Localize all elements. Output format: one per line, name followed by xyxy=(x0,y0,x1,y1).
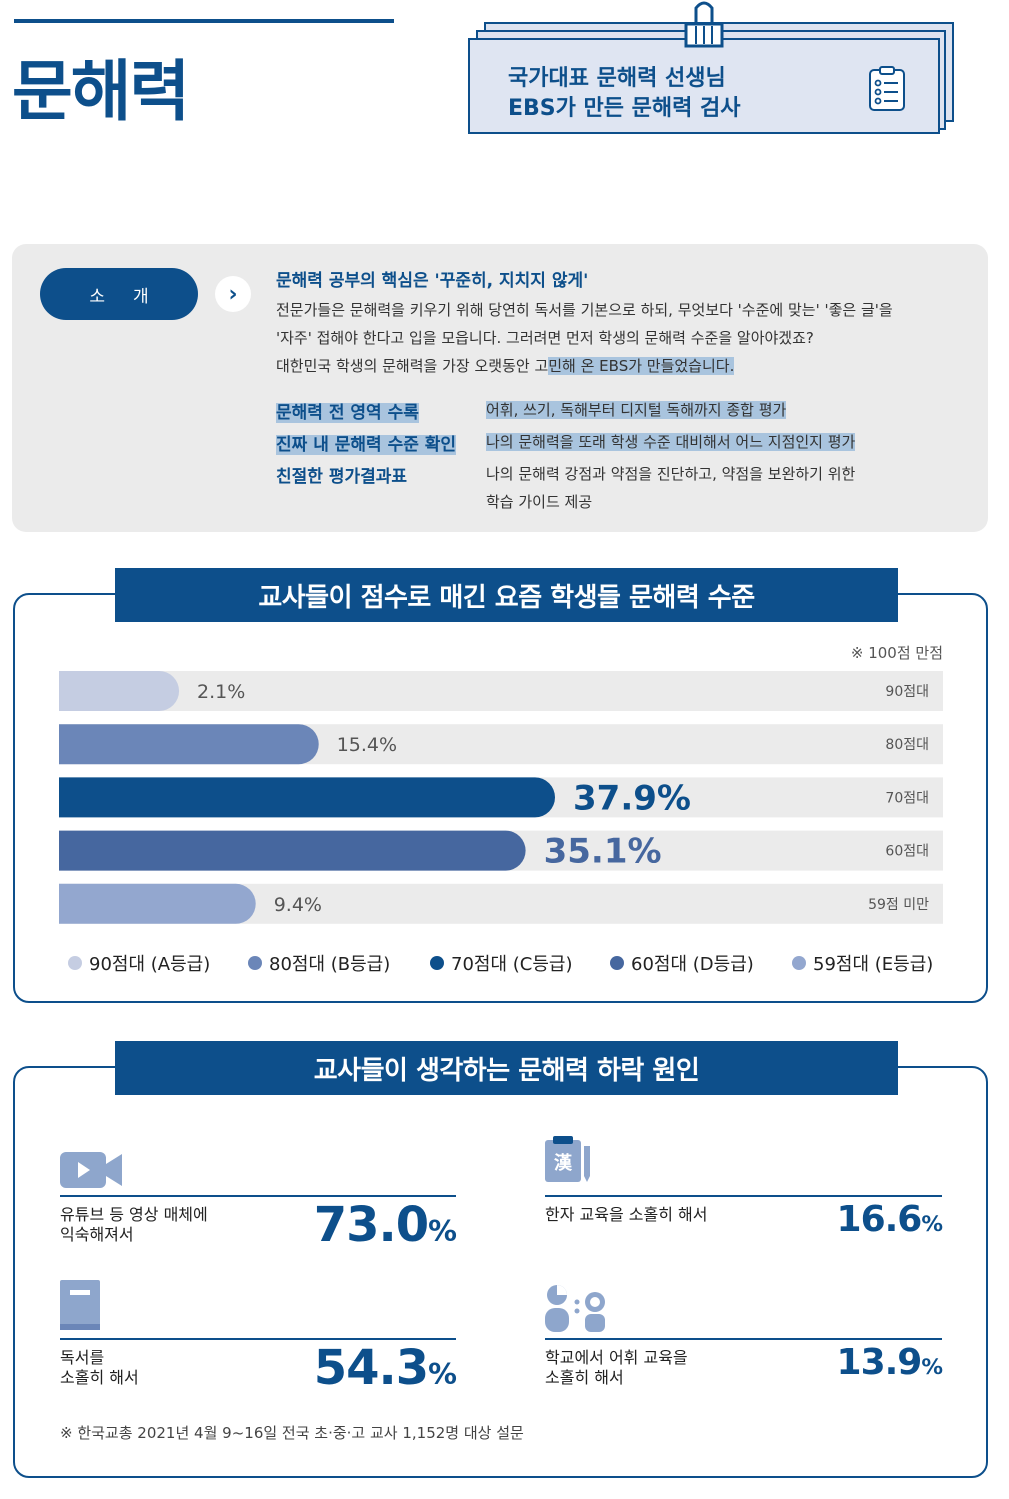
legend-label: 59점대 (E등급) xyxy=(813,954,934,975)
test-card: 국가대표 문해력 선생님 EBS가 만든 문해력 검사 xyxy=(468,1,958,140)
feature-title: 친절한 평가결과표 xyxy=(276,467,408,487)
intro-body-highlight: 민해 온 EBS가 만들었습니다. xyxy=(548,357,735,375)
cause-label-line: 익숙해져서 xyxy=(60,1225,134,1244)
card-front: 국가대표 문해력 선생님 EBS가 만든 문해력 검사 xyxy=(468,38,940,134)
cause-label: 유튜브 등 영상 매체에 익숙해져서 xyxy=(60,1205,208,1245)
feature-desc-line: 학습 가이드 제공 xyxy=(486,493,593,511)
cause-item: 한자 교육을 소홀히 해서 16.6% xyxy=(545,1195,943,1255)
cause-item: 학교에서 어휘 교육을 소홀히 해서 13.9% xyxy=(545,1338,943,1398)
cause-divider xyxy=(545,1195,942,1197)
cause-label-line: 유튜브 등 영상 매체에 xyxy=(60,1205,208,1224)
feature-desc: 어휘, 쓰기, 독해부터 디지털 독해까지 종합 평가 xyxy=(486,396,787,424)
cause-value: 13.9% xyxy=(836,1342,943,1383)
cause-divider xyxy=(60,1338,456,1340)
survey-footnote: ※ 한국교총 2021년 4월 9~16일 전국 초·중·고 교사 1,152명… xyxy=(60,1424,524,1442)
legend-item: 80점대 (B등급) xyxy=(248,950,390,976)
checklist-icon xyxy=(869,66,905,111)
intro-box: 소개 › 문해력 공부의 핵심은 '꾸준히, 지치지 않게' 전문가들은 문해력… xyxy=(12,244,988,532)
cause-label-line: 학교에서 어휘 교육을 xyxy=(545,1348,688,1367)
cause-value: 73.0% xyxy=(313,1197,457,1253)
intro-body-line: 대한민국 학생의 문해력을 가장 오랫동안 고민해 온 EBS가 만들었습니다. xyxy=(276,352,976,380)
cause-value-number: 13.9 xyxy=(836,1342,923,1383)
legend-label: 70점대 (C등급) xyxy=(451,954,573,975)
feature-desc-text: 어휘, 쓰기, 독해부터 디지털 독해까지 종합 평가 xyxy=(486,401,787,419)
cause-label: 학교에서 어휘 교육을 소홀히 해서 xyxy=(545,1348,688,1388)
cause-value: 54.3% xyxy=(313,1340,457,1396)
legend-item: 70점대 (C등급) xyxy=(430,950,572,976)
intro-body-text: 대한민국 학생의 문해력을 가장 오랫동안 고 xyxy=(276,357,549,375)
cause-item: 독서를 소홀히 해서 54.3% xyxy=(60,1338,457,1398)
score-note: ※ 100점 만점 xyxy=(850,644,943,662)
intro-body-line: 전문가들은 문해력을 키우기 위해 당연히 독서를 기본으로 하되, 무엇보다 … xyxy=(276,301,893,319)
feature-desc-line: 나의 문해력 강점과 약점을 진단하고, 약점을 보완하기 위한 xyxy=(486,465,856,483)
cause-banner: 교사들이 생각하는 문해력 하락 원인 xyxy=(115,1041,898,1095)
legend-label: 60점대 (D등급) xyxy=(631,954,754,975)
cause-divider xyxy=(545,1338,942,1340)
legend-label: 80점대 (B등급) xyxy=(269,954,391,975)
feature-title-text: 문해력 전 영역 수록 xyxy=(276,403,419,423)
card-line-2: EBS가 만든 문해력 검사 xyxy=(508,96,741,121)
cause-value-pct: % xyxy=(428,1214,457,1248)
intro-heading: 문해력 공부의 핵심은 '꾸준히, 지치지 않게' xyxy=(276,271,589,291)
feature-title-text: 진짜 내 문해력 수준 확인 xyxy=(276,435,457,455)
legend-label: 90점대 (A등급) xyxy=(89,954,211,975)
page-title: 문해력 xyxy=(12,53,190,130)
cause-value: 16.6% xyxy=(836,1199,943,1240)
cause-value-pct: % xyxy=(921,1355,943,1380)
cause-divider xyxy=(60,1195,456,1197)
legend-dot xyxy=(792,956,806,970)
cause-label-line: 소홀히 해서 xyxy=(60,1368,139,1387)
feature-desc: 나의 문해력 강점과 약점을 진단하고, 약점을 보완하기 위한 학습 가이드 … xyxy=(486,460,855,516)
cause-value-number: 73.0 xyxy=(313,1197,429,1253)
cause-value-number: 54.3 xyxy=(313,1340,429,1396)
book-icon xyxy=(60,1280,100,1330)
top-rule xyxy=(14,19,394,23)
legend-dot xyxy=(430,956,444,970)
feature-desc: 나의 문해력을 또래 학생 수준 대비해서 어느 지점인지 평가 xyxy=(486,428,856,456)
chart-legend: 90점대 (A등급) 80점대 (B등급) 70점대 (C등급) 60점대 (D등급)… xyxy=(68,950,948,980)
intro-body: 전문가들은 문해력을 키우기 위해 당연히 독서를 기본으로 하되, 무엇보다 … xyxy=(276,296,976,380)
score-banner: 교사들이 점수로 매긴 요즘 학생들 문해력 수준 xyxy=(115,568,898,622)
cause-value-pct: % xyxy=(921,1212,943,1237)
legend-item: 90점대 (A등급) xyxy=(68,950,210,976)
cause-label-line: 소홀히 해서 xyxy=(545,1368,624,1387)
chevron-right-icon: › xyxy=(215,276,251,312)
feature-title: 문해력 전 영역 수록 xyxy=(276,398,419,423)
hanja-notepad-icon: 漢 xyxy=(545,1136,590,1182)
cause-label: 한자 교육을 소홀히 해서 xyxy=(545,1205,707,1225)
card-line-1: 국가대표 문해력 선생님 xyxy=(508,66,726,91)
cause-label: 독서를 소홀히 해서 xyxy=(60,1348,139,1388)
hanja-char: 漢 xyxy=(554,1152,573,1174)
teacher-student-icon xyxy=(545,1285,605,1332)
feature-title: 진짜 내 문해력 수준 확인 xyxy=(276,430,457,455)
legend-item: 59점대 (E등급) xyxy=(792,950,933,976)
binder-clip-icon xyxy=(684,1,724,48)
legend-dot xyxy=(248,956,262,970)
cause-value-pct: % xyxy=(428,1357,457,1391)
intro-body-line: '자주' 접해야 한다고 입을 모읍니다. 그러려면 먼저 학생의 문해력 수준… xyxy=(276,329,814,347)
legend-dot xyxy=(610,956,624,970)
cause-panel xyxy=(13,1066,988,1478)
video-camera-icon xyxy=(60,1152,122,1188)
cause-label-line: 한자 교육을 소홀히 해서 xyxy=(545,1205,708,1224)
cause-item: 유튜브 등 영상 매체에 익숙해져서 73.0% xyxy=(60,1195,457,1255)
cause-value-number: 16.6 xyxy=(836,1199,923,1240)
legend-dot xyxy=(68,956,82,970)
score-panel xyxy=(13,593,988,1003)
cause-label-line: 독서를 xyxy=(60,1348,105,1367)
legend-item: 60점대 (D등급) xyxy=(610,950,754,976)
intro-pill: 소개 xyxy=(40,268,198,320)
feature-desc-text: 나의 문해력을 또래 학생 수준 대비해서 어느 지점인지 평가 xyxy=(486,433,856,451)
